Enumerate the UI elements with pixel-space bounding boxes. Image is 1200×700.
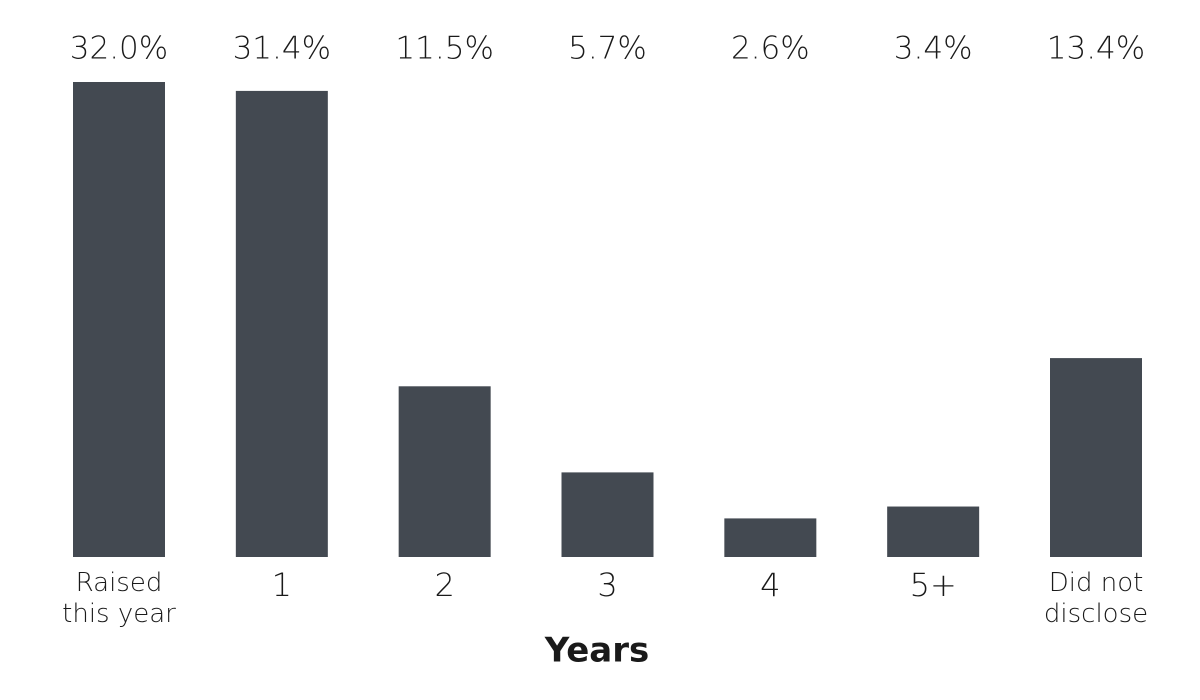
bar	[235, 90, 328, 557]
bar	[1050, 358, 1142, 557]
value-label: 13.4%	[1047, 31, 1145, 67]
bar	[561, 472, 654, 557]
value-label: 31.4%	[233, 31, 331, 67]
value-label: 3.4%	[894, 31, 973, 67]
x-tick-label: 5+	[910, 566, 957, 604]
x-tick-label: 3	[597, 566, 617, 604]
bar	[73, 82, 165, 557]
bar	[398, 386, 491, 557]
x-tick-label: Did not disclose	[1044, 568, 1148, 629]
value-label: 5.7%	[568, 31, 647, 67]
value-label: 32.0%	[70, 31, 168, 67]
value-label: 2.6%	[731, 31, 810, 67]
x-tick-label: 4	[760, 566, 780, 604]
x-tick-label: 2	[434, 566, 454, 604]
bar	[887, 506, 980, 557]
x-tick-label: Raised this year	[62, 568, 176, 629]
x-tick-label: 1	[272, 566, 292, 604]
x-axis-label: Years	[544, 631, 650, 671]
value-label: 11.5%	[395, 31, 493, 67]
bar	[724, 518, 817, 557]
